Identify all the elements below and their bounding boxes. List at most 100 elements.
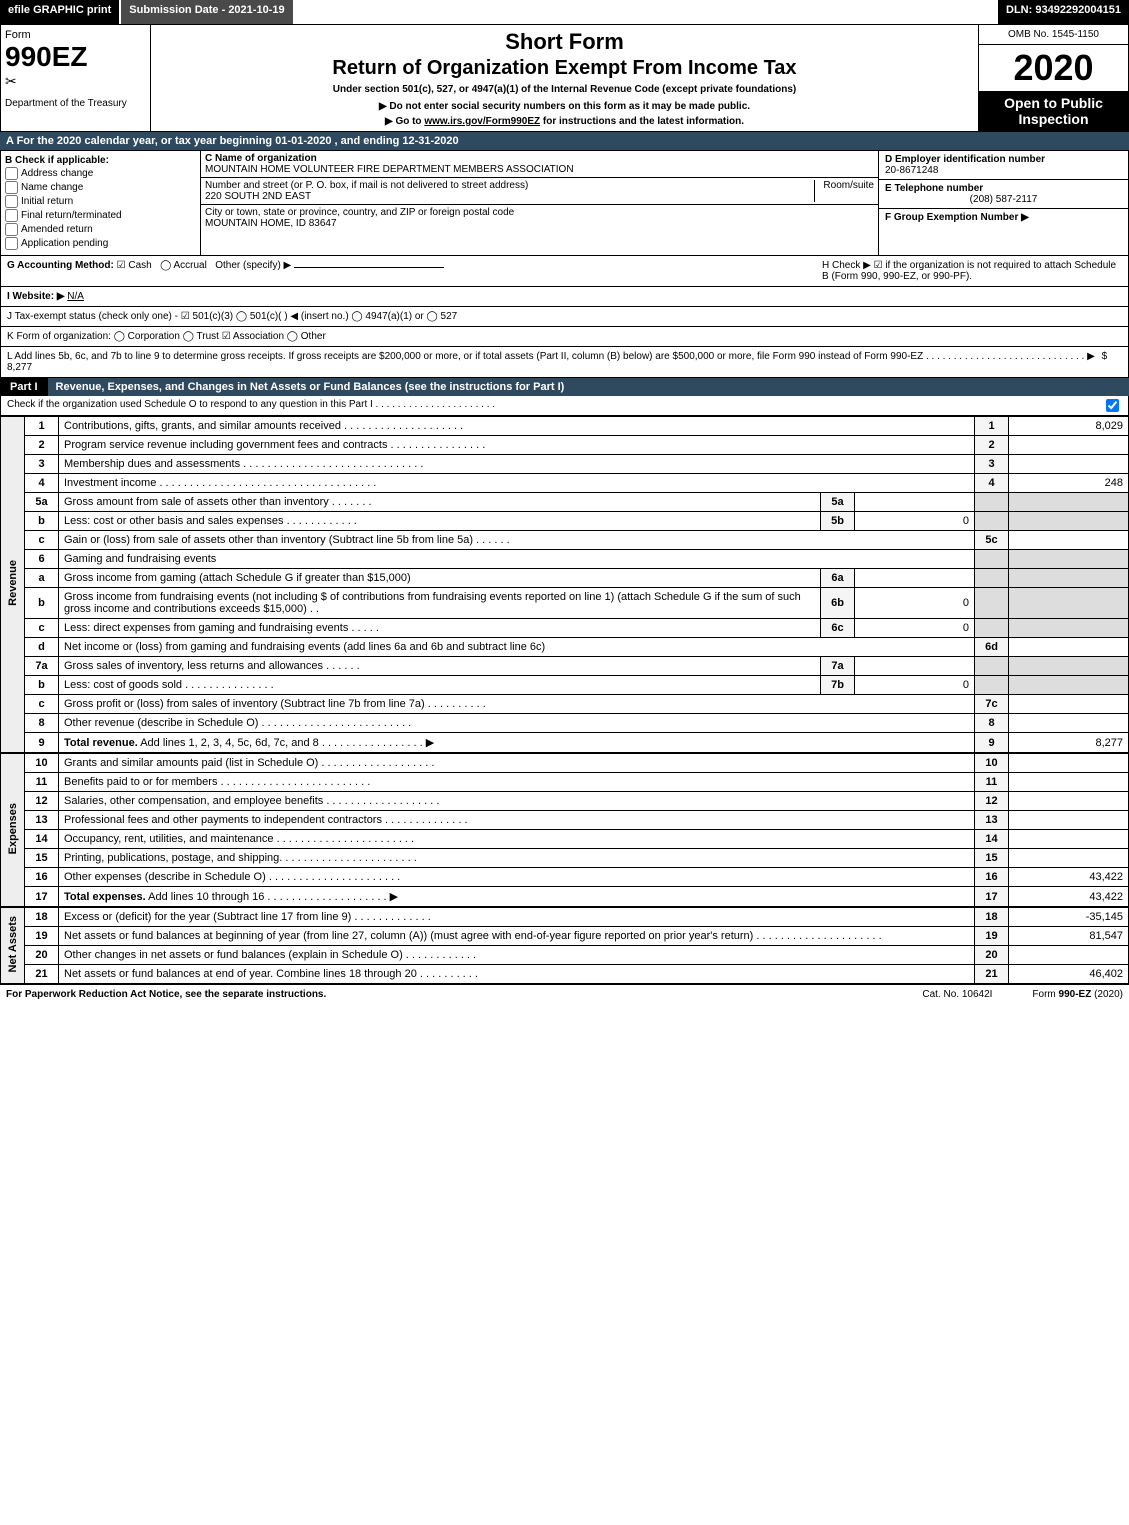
line-desc: Gross income from gaming (attach Schedul…: [59, 569, 821, 588]
header-left: Form 990EZ ✂ Department of the Treasury: [1, 25, 151, 131]
line-number: 18: [25, 908, 59, 927]
page-footer: For Paperwork Reduction Act Notice, see …: [0, 984, 1129, 1004]
efile-print-button[interactable]: efile GRAPHIC print: [0, 0, 121, 24]
line-i-website: I Website: ▶ N/A: [0, 287, 1129, 307]
accounting-other[interactable]: Other (specify) ▶: [215, 260, 291, 271]
link-post: for instructions and the latest informat…: [540, 116, 744, 127]
col-line-number: 4: [975, 474, 1009, 493]
line-number: b: [25, 512, 59, 531]
header-mid: Short Form Return of Organization Exempt…: [151, 25, 978, 131]
col-line-number: 1: [975, 417, 1009, 436]
sub-line-number: 6b: [821, 588, 855, 619]
line-desc: Less: cost of goods sold . . . . . . . .…: [59, 676, 821, 695]
col-value: [1009, 455, 1129, 474]
line-desc: Gross profit or (loss) from sales of inv…: [59, 695, 975, 714]
col-value: [1009, 946, 1129, 965]
col-value: [1009, 531, 1129, 550]
line-l-text: L Add lines 5b, 6c, and 7b to line 9 to …: [7, 351, 1095, 362]
col-value: 43,422: [1009, 868, 1129, 887]
col-line-number: 16: [975, 868, 1009, 887]
city-value: MOUNTAIN HOME, ID 83647: [205, 218, 514, 229]
line-number: d: [25, 638, 59, 657]
check-address-change[interactable]: Address change: [5, 167, 196, 180]
check-application-pending[interactable]: Application pending: [5, 237, 196, 250]
sub-line-value: 0: [855, 588, 975, 619]
line-desc: Other revenue (describe in Schedule O) .…: [59, 714, 975, 733]
check-final-return[interactable]: Final return/terminated: [5, 209, 196, 222]
subtitle: Under section 501(c), 527, or 4947(a)(1)…: [155, 84, 974, 95]
part-1-num: Part I: [0, 378, 48, 396]
line-desc: Gross income from fundraising events (no…: [59, 588, 821, 619]
sub-line-number: 5b: [821, 512, 855, 531]
part-1-check-line: Check if the organization used Schedule …: [0, 396, 1129, 416]
col-val-gray: [1009, 550, 1129, 569]
col-value: 248: [1009, 474, 1129, 493]
col-line-gray: [975, 493, 1009, 512]
part-1-title: Revenue, Expenses, and Changes in Net As…: [56, 378, 565, 396]
line-desc: Other expenses (describe in Schedule O) …: [59, 868, 975, 887]
line-number: 10: [25, 754, 59, 773]
col-value: 8,029: [1009, 417, 1129, 436]
sub-line-number: 6a: [821, 569, 855, 588]
sub-line-number: 5a: [821, 493, 855, 512]
line-desc: Investment income . . . . . . . . . . . …: [59, 474, 975, 493]
col-val-gray: [1009, 657, 1129, 676]
check-initial-return[interactable]: Initial return: [5, 195, 196, 208]
ssn-warning: ▶ Do not enter social security numbers o…: [155, 101, 974, 112]
line-desc: Net income or (loss) from gaming and fun…: [59, 638, 975, 657]
col-value: [1009, 638, 1129, 657]
line-desc: Salaries, other compensation, and employ…: [59, 792, 975, 811]
line-number: 20: [25, 946, 59, 965]
col-line-gray: [975, 657, 1009, 676]
col-line-number: 20: [975, 946, 1009, 965]
addr-label: Number and street (or P. O. box, if mail…: [205, 180, 814, 191]
line-number: 19: [25, 927, 59, 946]
col-value: [1009, 773, 1129, 792]
dept-label: Department of the Treasury: [5, 98, 146, 109]
col-line-gray: [975, 512, 1009, 531]
revenue-table: Revenue1Contributions, gifts, grants, an…: [0, 416, 1129, 753]
check-amended-return[interactable]: Amended return: [5, 223, 196, 236]
org-name-label: C Name of organization: [205, 153, 574, 164]
col-val-gray: [1009, 588, 1129, 619]
addr-value: 220 SOUTH 2ND EAST: [205, 191, 814, 202]
footer-form: Form 990-EZ (2020): [1032, 989, 1123, 1000]
col-value: 43,422: [1009, 887, 1129, 907]
part-1-header: Part I Revenue, Expenses, and Changes in…: [0, 378, 1129, 396]
line-desc: Total revenue. Add lines 1, 2, 3, 4, 5c,…: [59, 733, 975, 753]
city-label: City or town, state or province, country…: [205, 207, 514, 218]
col-value: [1009, 695, 1129, 714]
line-desc: Occupancy, rent, utilities, and maintena…: [59, 830, 975, 849]
line-desc: Benefits paid to or for members . . . . …: [59, 773, 975, 792]
ein-value: 20-8671248: [885, 165, 1122, 176]
part-1-checkbox[interactable]: [1106, 399, 1119, 412]
form-header: Form 990EZ ✂ Department of the Treasury …: [0, 24, 1129, 132]
line-desc: Net assets or fund balances at beginning…: [59, 927, 975, 946]
line-k-org-form: K Form of organization: ◯ Corporation ◯ …: [0, 327, 1129, 347]
col-b-title: B Check if applicable:: [5, 155, 196, 166]
col-value: [1009, 754, 1129, 773]
accounting-accrual[interactable]: Accrual: [174, 260, 207, 271]
line-number: 2: [25, 436, 59, 455]
col-value: 81,547: [1009, 927, 1129, 946]
check-name-change[interactable]: Name change: [5, 181, 196, 194]
col-value: [1009, 811, 1129, 830]
accounting-cash[interactable]: Cash: [117, 260, 152, 271]
column-d-ids: D Employer identification number 20-8671…: [878, 151, 1128, 255]
column-b-checkboxes: B Check if applicable: Address change Na…: [1, 151, 201, 255]
form-label: Form: [5, 29, 146, 41]
irs-link[interactable]: www.irs.gov/Form990EZ: [424, 116, 540, 127]
group-exemption-label: F Group Exemption Number ▶: [885, 212, 1122, 223]
col-line-gray: [975, 550, 1009, 569]
col-value: 8,277: [1009, 733, 1129, 753]
col-line-number: 13: [975, 811, 1009, 830]
line-desc: Net assets or fund balances at end of ye…: [59, 965, 975, 984]
line-number: 11: [25, 773, 59, 792]
col-line-number: 19: [975, 927, 1009, 946]
col-value: [1009, 830, 1129, 849]
col-line-number: 6d: [975, 638, 1009, 657]
col-val-gray: [1009, 676, 1129, 695]
col-value: [1009, 714, 1129, 733]
submission-date-label: Submission Date - 2021-10-19: [121, 0, 294, 24]
line-desc: Program service revenue including govern…: [59, 436, 975, 455]
